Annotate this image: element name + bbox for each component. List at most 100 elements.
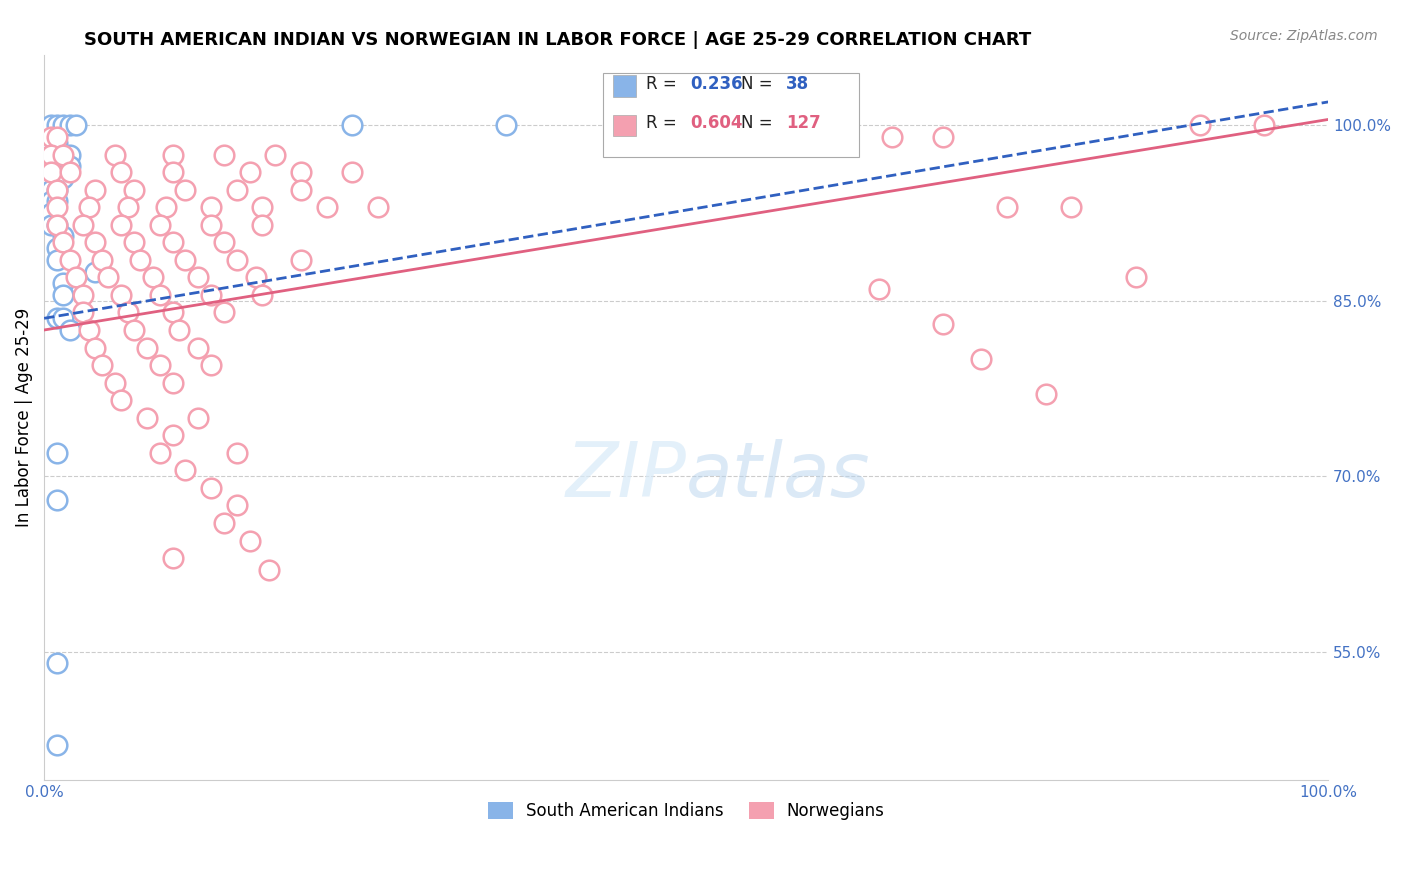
Point xyxy=(1253,118,1275,132)
Point xyxy=(212,305,235,319)
Point xyxy=(200,481,222,495)
Point xyxy=(932,130,955,145)
Point xyxy=(1035,387,1057,401)
Point xyxy=(46,311,69,326)
Point xyxy=(932,317,955,331)
Point xyxy=(39,147,62,161)
Point xyxy=(52,277,75,291)
Point xyxy=(46,170,69,185)
Point xyxy=(46,200,69,214)
Point xyxy=(59,147,82,161)
Text: R =: R = xyxy=(647,114,682,132)
Point xyxy=(264,147,287,161)
Point xyxy=(90,252,112,267)
Point xyxy=(72,305,94,319)
Point xyxy=(122,183,145,197)
Point xyxy=(830,130,852,145)
Text: atlas: atlas xyxy=(686,439,870,513)
Point xyxy=(65,118,87,132)
Point xyxy=(52,118,75,132)
Point xyxy=(252,288,274,302)
Point xyxy=(149,446,172,460)
Point xyxy=(46,241,69,255)
Point xyxy=(995,200,1018,214)
FancyBboxPatch shape xyxy=(603,73,859,157)
Legend: South American Indians, Norwegians: South American Indians, Norwegians xyxy=(481,795,891,826)
Point xyxy=(39,136,62,150)
Point xyxy=(245,270,267,285)
Point xyxy=(77,323,100,337)
Point xyxy=(46,194,69,209)
Point xyxy=(367,200,389,214)
Point xyxy=(52,147,75,161)
Point xyxy=(135,410,157,425)
Point xyxy=(104,147,127,161)
Point xyxy=(187,270,209,285)
Point xyxy=(142,270,165,285)
Point xyxy=(1060,200,1083,214)
Point xyxy=(39,130,62,145)
Point xyxy=(225,252,247,267)
Point xyxy=(315,200,337,214)
Point xyxy=(225,446,247,460)
Point xyxy=(970,352,993,367)
Point xyxy=(46,136,69,150)
Point xyxy=(117,305,139,319)
Point xyxy=(122,235,145,250)
Point xyxy=(252,218,274,232)
Point xyxy=(46,446,69,460)
Point xyxy=(46,183,69,197)
Point xyxy=(162,305,184,319)
Point xyxy=(162,165,184,179)
Point xyxy=(110,218,132,232)
Point xyxy=(46,492,69,507)
FancyBboxPatch shape xyxy=(613,114,636,136)
Point xyxy=(46,657,69,671)
Point xyxy=(167,323,190,337)
Point xyxy=(162,147,184,161)
Point xyxy=(39,218,62,232)
Point xyxy=(39,170,62,185)
Point xyxy=(162,551,184,566)
Point xyxy=(110,393,132,408)
Point xyxy=(46,218,69,232)
Point xyxy=(46,738,69,752)
Point xyxy=(84,264,107,278)
Point xyxy=(129,252,152,267)
Text: ZIP: ZIP xyxy=(565,439,686,513)
Point xyxy=(200,358,222,372)
Y-axis label: In Labor Force | Age 25-29: In Labor Force | Age 25-29 xyxy=(15,308,32,527)
Point xyxy=(46,118,69,132)
Point xyxy=(149,288,172,302)
Point xyxy=(52,288,75,302)
Text: SOUTH AMERICAN INDIAN VS NORWEGIAN IN LABOR FORCE | AGE 25-29 CORRELATION CHART: SOUTH AMERICAN INDIAN VS NORWEGIAN IN LA… xyxy=(84,31,1032,49)
Point xyxy=(39,183,62,197)
Point xyxy=(39,194,62,209)
Point xyxy=(77,200,100,214)
Point xyxy=(212,147,235,161)
Point xyxy=(72,288,94,302)
Point xyxy=(46,252,69,267)
Text: N =: N = xyxy=(741,75,778,93)
Point xyxy=(52,229,75,244)
Text: R =: R = xyxy=(647,75,682,93)
Text: 0.236: 0.236 xyxy=(690,75,742,93)
Point xyxy=(212,235,235,250)
Text: 127: 127 xyxy=(786,114,821,132)
Point xyxy=(122,323,145,337)
Point xyxy=(149,218,172,232)
Text: 0.604: 0.604 xyxy=(690,114,742,132)
Point xyxy=(135,341,157,355)
Point xyxy=(84,235,107,250)
Point xyxy=(252,200,274,214)
Point xyxy=(342,165,364,179)
Point xyxy=(84,183,107,197)
Point xyxy=(495,118,517,132)
Point xyxy=(290,252,312,267)
Point xyxy=(104,376,127,390)
Point xyxy=(174,252,197,267)
Point xyxy=(90,358,112,372)
Point xyxy=(46,159,69,173)
Point xyxy=(162,235,184,250)
Point xyxy=(52,311,75,326)
